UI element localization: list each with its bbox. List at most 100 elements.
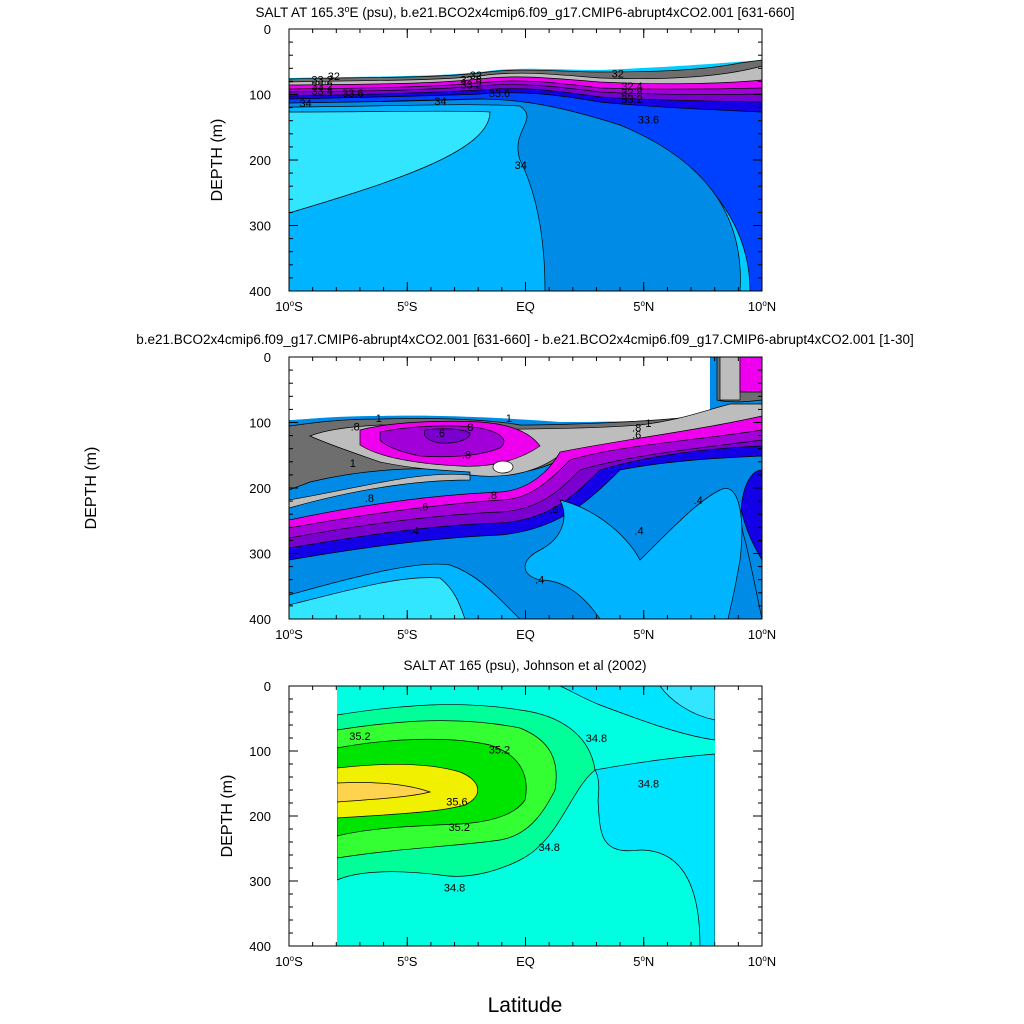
x-tick-label: 10oS xyxy=(275,299,303,314)
contour-label: 32.8 xyxy=(460,74,481,86)
x-tick-label: 10oN xyxy=(748,299,776,314)
panel2-ylabel: DEPTH (m) xyxy=(83,447,100,530)
contour-label: 33.6 xyxy=(489,88,510,100)
x-tick-label: EQ xyxy=(516,627,535,642)
contour-label: 33.2 xyxy=(460,80,481,92)
y-tick-label: 300 xyxy=(249,874,271,889)
contour-label: 35.2 xyxy=(489,745,510,757)
y-tick-label: 100 xyxy=(249,416,271,431)
panel1-ticks: 10oS 5oS EQ 5oN 10oN 0 100 200 300 400 xyxy=(249,22,776,314)
x-tick-label: 10oN xyxy=(748,627,776,642)
contour-label: 1 xyxy=(376,413,382,425)
contour-label: 33.6 xyxy=(638,114,659,126)
contour-label: 33.2 xyxy=(311,74,332,86)
panel3-title: SALT AT 165 (psu), Johnson et al (2002) xyxy=(404,658,647,673)
x-tick-label: 5oS xyxy=(397,299,418,314)
panel2-contour-fill xyxy=(289,357,762,619)
contour-label: 34.8 xyxy=(444,883,465,895)
contour-label: 35.6 xyxy=(446,797,467,809)
panel1-contour-fill xyxy=(289,29,762,291)
y-tick-label: 0 xyxy=(264,22,271,37)
x-tick-label: 5oS xyxy=(397,627,418,642)
difference-white-patch xyxy=(492,460,514,474)
contour-label: .8 xyxy=(632,423,641,435)
contour-label: 1 xyxy=(645,418,651,430)
panel-johnson-observations: SALT AT 165 (psu), Johnson et al (2002) … xyxy=(219,658,776,969)
x-tick-label: 5oS xyxy=(397,954,418,969)
panel3-ylabel: DEPTH (m) xyxy=(219,775,236,858)
contour-label: 32 xyxy=(612,69,624,81)
y-tick-label: 100 xyxy=(249,88,271,103)
contour-label: 32.4 xyxy=(621,81,642,93)
x-tick-label: 5oN xyxy=(633,299,654,314)
panel3-contour-labels: 35.2 35.2 34.8 35.6 35.2 34.8 34.8 34.8 xyxy=(349,731,659,894)
panel-salinity-difference: b.e21.BCO2x4cmip6.f09_g17.CMIP6-abrupt4x… xyxy=(83,332,914,642)
band-light-cyan xyxy=(289,110,491,214)
figure-xlabel: Latitude xyxy=(488,994,563,1017)
contour-label: .8 xyxy=(365,493,374,505)
panel1-ylabel: DEPTH (m) xyxy=(209,119,226,202)
contour-label: .8 xyxy=(462,450,471,462)
panel3-ticks: 10oS 5oS EQ 5oN 10oN 0 100 200 300 400 xyxy=(249,679,776,969)
contour-label: .4 xyxy=(535,575,544,587)
panel2-title: b.e21.BCO2x4cmip6.f09_g17.CMIP6-abrupt4x… xyxy=(136,332,913,347)
y-tick-label: 200 xyxy=(249,481,271,496)
y-tick-label: 400 xyxy=(249,284,271,299)
contour-label: .4 xyxy=(410,526,419,538)
contour-label: .8 xyxy=(351,421,360,433)
contour-label: 34.8 xyxy=(538,842,559,854)
y-tick-label: 200 xyxy=(249,809,271,824)
x-tick-label: 10oS xyxy=(275,627,303,642)
panel3-contour-fill xyxy=(337,686,715,946)
contour-label: .6 xyxy=(549,505,558,517)
y-tick-label: 200 xyxy=(249,153,271,168)
x-tick-label: 10oS xyxy=(275,954,303,969)
y-tick-label: 0 xyxy=(264,350,271,365)
panel-model-salinity: SALT AT 165.3oE (psu), b.e21.BCO2x4cmip6… xyxy=(209,4,795,314)
panel2-ticks: 10oS 5oS EQ 5oN 10oN 0 100 200 300 400 xyxy=(249,350,776,642)
contour-label: 34 xyxy=(515,160,527,172)
x-tick-label: 10oN xyxy=(748,954,776,969)
band-light-cyan xyxy=(289,577,466,619)
contour-label: 32 xyxy=(470,70,482,82)
contour-label: 35.2 xyxy=(349,731,370,743)
contour-label: 32 xyxy=(328,71,340,83)
x-tick-label: EQ xyxy=(516,299,535,314)
panel2-contour-labels: 1.8.6.81.8.81.8.6.6.4.4.4.41.8.6 xyxy=(350,413,703,587)
band-white-top xyxy=(289,357,710,422)
contour-label: 33.2 xyxy=(311,81,332,93)
contour-label: .4 xyxy=(694,495,703,507)
contour-label: .6 xyxy=(419,501,428,513)
contour-label: 32.8 xyxy=(621,87,642,99)
band-gold xyxy=(337,782,432,803)
y-tick-label: 100 xyxy=(249,744,271,759)
y-tick-label: 400 xyxy=(249,939,271,954)
contour-label: 34 xyxy=(434,96,446,108)
contour-label: .8 xyxy=(464,422,473,434)
contour-label: 1 xyxy=(506,413,512,425)
panel1-title: SALT AT 165.3oE (psu), b.e21.BCO2x4cmip6… xyxy=(255,4,794,20)
x-tick-label: 5oN xyxy=(633,627,654,642)
contour-label: .6 xyxy=(436,428,445,440)
y-tick-label: 0 xyxy=(264,679,271,694)
band-fresh-cyan-ne xyxy=(559,686,715,946)
y-tick-label: 400 xyxy=(249,612,271,627)
x-tick-label: 5oN xyxy=(633,954,654,969)
contour-label: 34 xyxy=(299,98,311,110)
contour-label: 33.4 xyxy=(311,86,332,98)
contour-label: 33.6 xyxy=(342,88,363,100)
contour-label: 34.8 xyxy=(586,733,607,745)
band-surface-white xyxy=(289,29,762,78)
contour-label: .6 xyxy=(632,429,641,441)
contour-label: .4 xyxy=(634,526,643,538)
contour-label: 1 xyxy=(350,458,356,470)
contour-label: 33.2 xyxy=(621,94,642,106)
band-aqua-north xyxy=(659,686,715,721)
contour-label: .8 xyxy=(488,490,497,502)
contour-label: 34.8 xyxy=(638,779,659,791)
band-grey-light xyxy=(289,357,762,509)
contour-label: 35.2 xyxy=(449,822,470,834)
y-tick-label: 300 xyxy=(249,219,271,234)
